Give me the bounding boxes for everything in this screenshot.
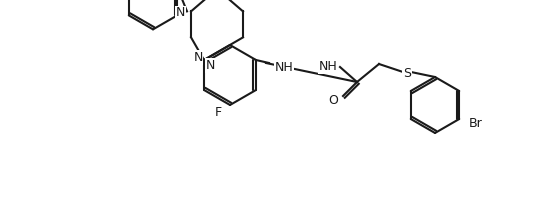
- Text: N: N: [193, 51, 203, 64]
- Text: F: F: [215, 106, 222, 119]
- Text: NH: NH: [318, 60, 337, 73]
- Text: Br: Br: [469, 117, 483, 130]
- Text: O: O: [328, 94, 338, 107]
- Text: NH: NH: [275, 61, 294, 74]
- Text: S: S: [403, 67, 411, 80]
- Text: N: N: [175, 6, 185, 19]
- Text: N: N: [206, 59, 216, 72]
